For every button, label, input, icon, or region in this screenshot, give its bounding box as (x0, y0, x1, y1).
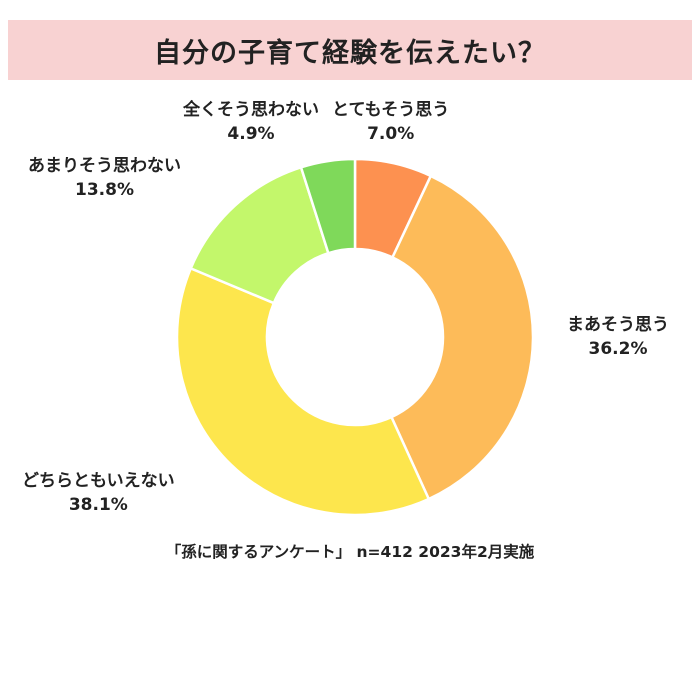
survey-footnote: 「孫に関するアンケート」 n=412 2023年2月実施 (165, 543, 535, 561)
label-mattaku-value: 4.9% (227, 124, 275, 144)
slice-maa (389, 174, 535, 501)
label-dochira-value: 38.1% (68, 495, 128, 515)
title-banner: 自分の子育て経験を伝えたい？ (8, 20, 692, 80)
label-dochira-name: どちらともいえない (22, 471, 175, 491)
label-maa: まあそう思う 36.2% (567, 313, 669, 361)
label-totemo-name: とてもそう思う (332, 100, 450, 120)
label-amari-value: 13.8% (75, 180, 134, 200)
label-maa-value: 36.2% (588, 339, 648, 359)
label-mattaku: 全くそう思わない 4.9% (183, 98, 319, 146)
slice-mattaku (299, 157, 357, 255)
chart-title: 自分の子育て経験を伝えたい？ (154, 37, 546, 69)
label-totemo: とてもそう思う 7.0% (332, 98, 449, 146)
slice-dochira (175, 266, 431, 517)
label-maa-name: まあそう思う (567, 315, 669, 335)
label-amari-name: あまりそう思わない (28, 156, 181, 176)
label-amari: あまりそう思わない 13.8% (28, 154, 181, 202)
label-dochira: どちらともいえない 38.1% (22, 469, 175, 517)
label-mattaku-name: 全くそう思わない (183, 100, 319, 120)
label-totemo-value: 7.0% (367, 124, 415, 144)
